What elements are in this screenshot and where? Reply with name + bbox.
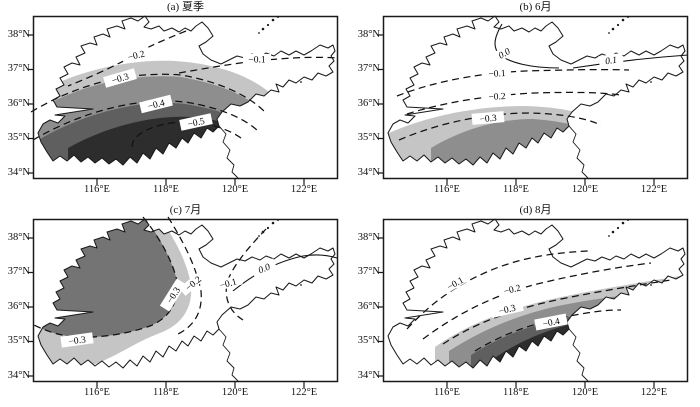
lat-tick-label: 35°N: [357, 335, 380, 346]
lon-tick-label: 120°E: [221, 387, 249, 398]
svg-text:−0.2: −0.2: [503, 283, 522, 297]
lon-tick-label: 116°E: [84, 184, 110, 195]
svg-text:−0.3: −0.3: [111, 72, 131, 86]
lat-tick-label: 35°N: [7, 335, 30, 346]
contour-label: −0.3: [60, 332, 94, 348]
contour-label: −0.2: [482, 90, 512, 103]
lon-tick-label: 118°E: [153, 184, 179, 195]
panel-june: (b) 6月 38°N 37°N 36°N 35°N 34°N 116°E 11…: [350, 0, 700, 204]
lon-tick-label: 122°E: [640, 184, 668, 195]
contour-line: [396, 68, 630, 97]
lon-tick-label: 120°E: [221, 184, 249, 195]
contour-label: −0.2: [121, 46, 151, 63]
lon-tick-label: 118°E: [153, 387, 179, 398]
contour-line: [178, 56, 339, 74]
lat-tick-label: 35°N: [357, 132, 380, 143]
lon-tick-label: 120°E: [571, 387, 599, 398]
lat-tick-label: 38°N: [357, 29, 380, 40]
contour-line: [33, 216, 178, 338]
svg-text:−0.4: −0.4: [147, 98, 166, 112]
svg-text:−0.1: −0.1: [248, 56, 265, 66]
panel-title: (d) 8月: [519, 204, 552, 216]
contour-line: [232, 254, 338, 292]
lon-tick-label: 122°E: [290, 387, 318, 398]
contour-line: [442, 279, 672, 345]
contour-line: [422, 262, 652, 340]
lon-tick-label: 118°E: [503, 184, 529, 195]
contour-label: −0.4: [139, 94, 173, 114]
contour-label: −0.5: [179, 113, 213, 131]
lat-tick-label: 36°N: [7, 301, 30, 312]
lon-tick-label: 122°E: [640, 387, 668, 398]
contour-label: −0.3: [490, 300, 524, 318]
contour-label: −0.1: [440, 271, 470, 295]
lat-tick-label: 34°N: [7, 370, 30, 381]
contour-label: −0.1: [243, 54, 271, 66]
contour-label: −0.1: [482, 67, 512, 80]
lat-tick-label: 35°N: [7, 132, 30, 143]
lat-tick-label: 37°N: [7, 266, 30, 277]
lon-tick-label: 122°E: [290, 184, 318, 195]
map-june: 0.0 0.1 −0.1 −0.2 −0.3: [377, 16, 689, 186]
lon-tick-label: 120°E: [571, 184, 599, 195]
contour-line: [167, 216, 202, 335]
map-july: −0.2 −0.1 0.0 −0.3 −0.3: [27, 216, 339, 389]
lat-tick-label: 37°N: [7, 63, 30, 74]
contour-label: 0.1: [598, 52, 624, 68]
contour-label: −0.3: [103, 68, 137, 88]
lon-tick-label: 116°E: [434, 387, 460, 398]
svg-text:−0.2: −0.2: [127, 49, 146, 63]
panel-july: (c) 7月 38°N 37°N 36°N 35°N 34°N 116°E 11…: [0, 203, 350, 407]
svg-text:−0.2: −0.2: [488, 92, 506, 103]
contour-line: [225, 228, 267, 321]
lat-tick-label: 36°N: [357, 301, 380, 312]
panel-august: (d) 8月 38°N 37°N 36°N 35°N 34°N 116°E 11…: [350, 203, 700, 407]
panel-title: (b) 6月: [519, 1, 552, 13]
contour-line: [572, 54, 689, 69]
contour-line: [406, 91, 622, 115]
contour-line: [398, 112, 602, 141]
lat-tick-label: 37°N: [357, 266, 380, 277]
lat-tick-label: 34°N: [357, 167, 380, 178]
contour-line: [474, 309, 622, 352]
svg-text:−0.3: −0.3: [498, 304, 517, 318]
lat-tick-label: 34°N: [7, 167, 30, 178]
contour-label: 0.0: [250, 258, 278, 278]
contour-label: −0.4: [534, 313, 568, 331]
lat-tick-label: 36°N: [7, 98, 30, 109]
svg-text:−0.1: −0.1: [219, 277, 238, 291]
lon-tick-label: 118°E: [503, 387, 529, 398]
contour-label: −0.1: [213, 274, 243, 292]
contour-line: [32, 100, 260, 141]
lat-tick-label: 38°N: [7, 232, 30, 243]
panel-title: (a) 夏季: [167, 1, 204, 13]
svg-text:−0.1: −0.1: [488, 69, 506, 80]
map-august: −0.1 −0.2 −0.3 −0.4: [377, 219, 689, 389]
lon-tick-label: 116°E: [434, 184, 460, 195]
contour-line: [131, 121, 242, 150]
svg-text:0.0: 0.0: [257, 262, 272, 276]
lat-tick-label: 34°N: [357, 370, 380, 381]
contour-line: [30, 73, 266, 113]
svg-text:−0.3: −0.3: [68, 335, 87, 347]
panel-title: (c) 7月: [169, 204, 202, 216]
contour-label: −0.3: [471, 111, 505, 125]
svg-text:−0.5: −0.5: [187, 117, 206, 130]
lat-tick-label: 38°N: [357, 232, 380, 243]
lon-tick-label: 116°E: [84, 387, 110, 398]
shading-bands: [38, 219, 192, 368]
lat-tick-label: 36°N: [357, 98, 380, 109]
map-summer: −0.2 −0.1 −0.3 −0.4 −0.5: [27, 16, 339, 186]
contour-label: −0.2: [497, 280, 527, 297]
svg-text:0.1: 0.1: [605, 56, 618, 68]
lat-tick-label: 38°N: [7, 29, 30, 40]
svg-text:−0.4: −0.4: [542, 317, 561, 330]
svg-text:−0.3: −0.3: [479, 114, 497, 125]
lat-tick-label: 37°N: [357, 63, 380, 74]
panel-summer: (a) 夏季 38°N 37°N 36°N 35°N 34°N 116°E 11…: [0, 0, 350, 204]
